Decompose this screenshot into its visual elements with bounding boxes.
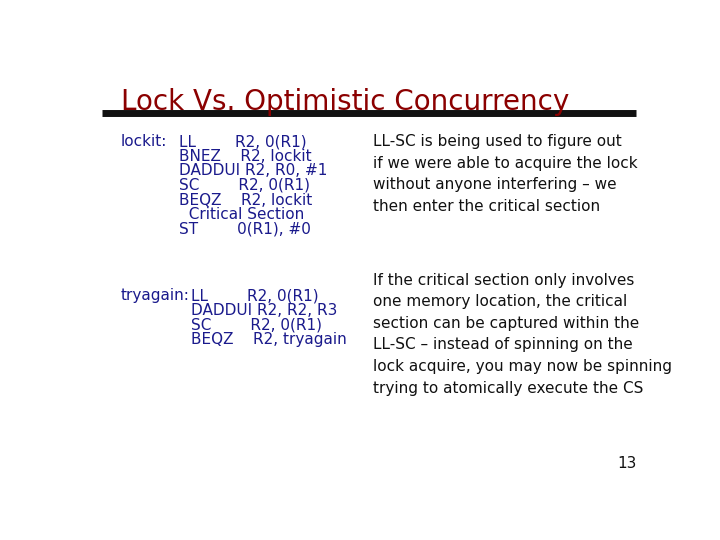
Text: BEQZ    R2, tryagain: BEQZ R2, tryagain: [191, 332, 346, 347]
Text: If the critical section only involves
one memory location, the critical
section : If the critical section only involves on…: [373, 273, 672, 396]
Text: LL        R2, 0(R1): LL R2, 0(R1): [179, 134, 307, 149]
Text: tryagain:: tryagain:: [121, 288, 190, 303]
Text: DADDUI R2, R2, R3: DADDUI R2, R2, R3: [191, 303, 337, 318]
Text: 13: 13: [617, 456, 636, 471]
Text: SC        R2, 0(R1): SC R2, 0(R1): [191, 318, 322, 332]
Text: lockit:: lockit:: [121, 134, 167, 149]
Text: DADDUI R2, R0, #1: DADDUI R2, R0, #1: [179, 164, 328, 178]
Text: BNEZ    R2, lockit: BNEZ R2, lockit: [179, 148, 312, 164]
Text: Critical Section: Critical Section: [179, 207, 305, 222]
Text: LL        R2, 0(R1): LL R2, 0(R1): [191, 288, 318, 303]
Text: SC        R2, 0(R1): SC R2, 0(R1): [179, 178, 310, 193]
Text: Lock Vs. Optimistic Concurrency: Lock Vs. Optimistic Concurrency: [121, 88, 570, 116]
Text: BEQZ    R2, lockit: BEQZ R2, lockit: [179, 193, 312, 207]
Text: ST        0(R1), #0: ST 0(R1), #0: [179, 222, 311, 237]
Text: LL-SC is being used to figure out
if we were able to acquire the lock
without an: LL-SC is being used to figure out if we …: [373, 134, 637, 214]
